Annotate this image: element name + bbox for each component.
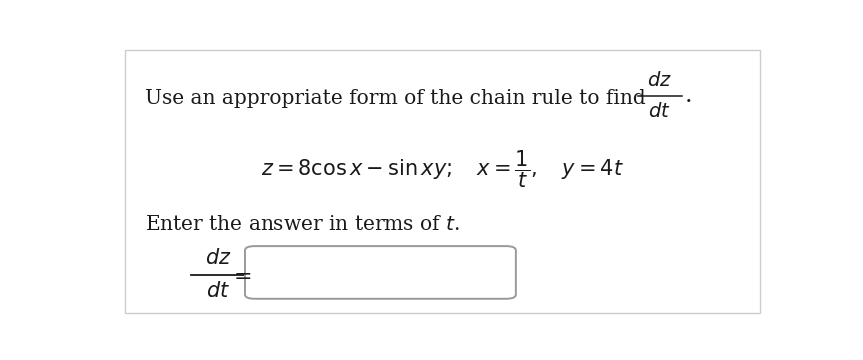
Text: $dz$: $dz$	[647, 71, 672, 90]
Text: $dt$: $dt$	[648, 102, 671, 121]
Text: $z = 8\cos x - \sin xy;\quad x = \dfrac{1}{t},\quad y = 4t$: $z = 8\cos x - \sin xy;\quad x = \dfrac{…	[261, 149, 624, 190]
Text: $dt$: $dt$	[206, 281, 230, 301]
FancyBboxPatch shape	[245, 246, 516, 299]
Text: .: .	[685, 84, 693, 107]
FancyBboxPatch shape	[124, 50, 760, 314]
Text: Use an appropriate form of the chain rule to find: Use an appropriate form of the chain rul…	[145, 89, 646, 108]
Text: Enter the answer in terms of $t$.: Enter the answer in terms of $t$.	[145, 215, 460, 234]
Text: $dz$: $dz$	[205, 248, 231, 268]
Text: $=$: $=$	[229, 264, 252, 286]
